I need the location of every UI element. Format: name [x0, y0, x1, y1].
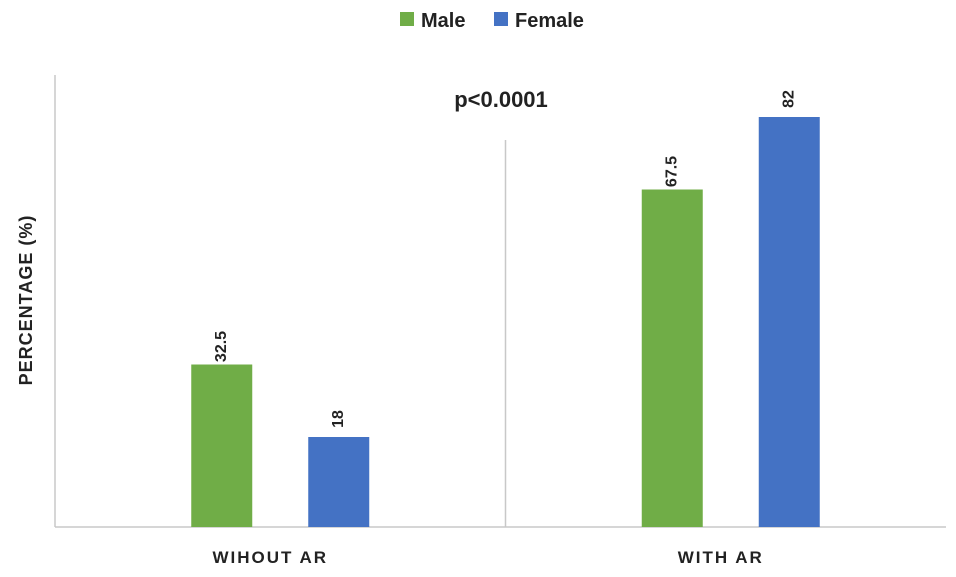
legend-label-female: Female	[515, 10, 584, 32]
legend-label-male: Male	[421, 10, 465, 32]
category-label-1: WIHOUT AR	[212, 548, 328, 567]
category-label-2: WITH AR	[678, 548, 764, 567]
data-label-male-1: 32.5	[213, 331, 230, 362]
legend-swatch-female	[494, 12, 508, 26]
bar-male-1	[191, 364, 253, 527]
category-labels: WIHOUT AR WITH AR	[212, 548, 764, 567]
data-label-female-2: 82	[780, 90, 797, 108]
legend: Male Female	[400, 10, 584, 32]
y-axis-label: PERCENTAGE (%)	[16, 215, 36, 386]
bar-female-2	[758, 117, 820, 527]
legend-swatch-male	[400, 12, 414, 26]
bars: 32.5 18 67.5 82	[191, 90, 820, 527]
bar-female-1	[308, 437, 370, 527]
p-value-annotation: p<0.0001	[454, 87, 548, 112]
data-label-female-1: 18	[330, 410, 347, 428]
data-label-male-2: 67.5	[663, 156, 680, 187]
bar-male-2	[641, 189, 703, 527]
